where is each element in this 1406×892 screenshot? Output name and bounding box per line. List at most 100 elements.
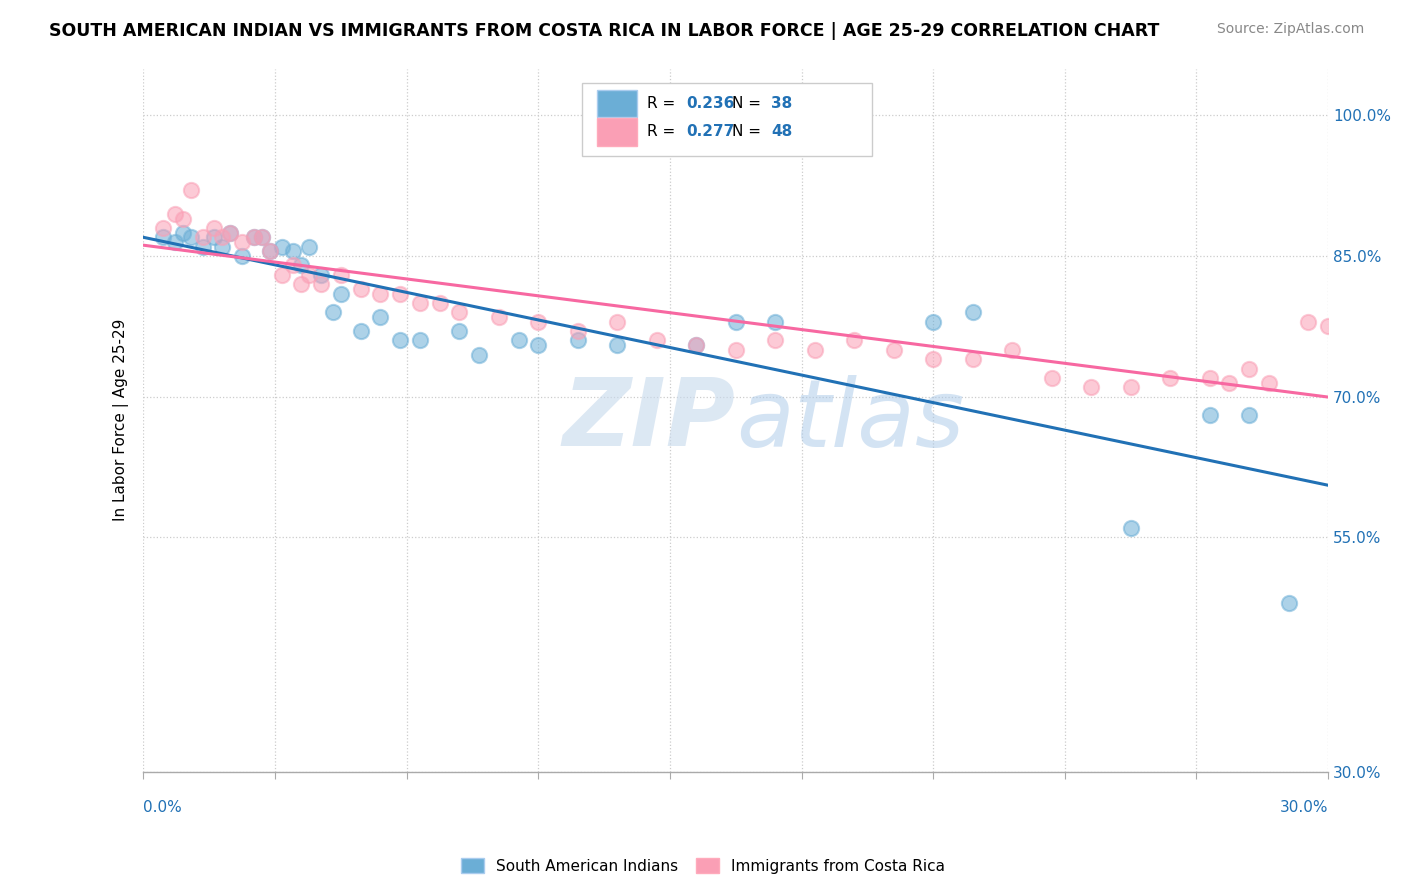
Text: N =: N = <box>733 96 766 112</box>
Point <box>1119 521 1142 535</box>
Point <box>191 230 214 244</box>
Text: R =: R = <box>647 96 681 112</box>
Text: N =: N = <box>733 124 766 139</box>
Point <box>191 240 214 254</box>
Point <box>468 347 491 361</box>
Point <box>488 310 510 324</box>
Point <box>1080 380 1102 394</box>
Point <box>349 324 371 338</box>
Point <box>1298 315 1320 329</box>
Point <box>219 226 242 240</box>
Point <box>250 230 273 244</box>
Text: 0.277: 0.277 <box>686 124 734 139</box>
Point <box>409 296 432 310</box>
Legend: South American Indians, Immigrants from Costa Rica: South American Indians, Immigrants from … <box>454 852 952 880</box>
Point <box>606 315 628 329</box>
Point <box>685 338 707 352</box>
Point <box>243 230 266 244</box>
Point <box>962 305 984 319</box>
Point <box>309 277 332 292</box>
Point <box>1237 409 1260 423</box>
Point <box>1218 376 1240 390</box>
Point <box>922 315 945 329</box>
Point <box>606 338 628 352</box>
FancyBboxPatch shape <box>582 83 872 156</box>
Text: ZIP: ZIP <box>562 374 735 467</box>
Point <box>202 230 225 244</box>
FancyBboxPatch shape <box>598 90 637 118</box>
Point <box>508 334 530 348</box>
Point <box>298 268 321 282</box>
Point <box>803 343 825 357</box>
Point <box>270 268 292 282</box>
Point <box>202 221 225 235</box>
FancyBboxPatch shape <box>598 118 637 145</box>
Point <box>329 268 352 282</box>
Point <box>163 207 186 221</box>
Point <box>283 244 305 259</box>
Point <box>763 334 786 348</box>
Point <box>724 343 747 357</box>
Point <box>724 315 747 329</box>
Point <box>298 240 321 254</box>
Point <box>211 240 233 254</box>
Point <box>449 324 471 338</box>
Text: 48: 48 <box>772 124 793 139</box>
Point <box>1040 371 1063 385</box>
Point <box>259 244 281 259</box>
Point <box>1257 376 1279 390</box>
Point <box>567 324 589 338</box>
Text: SOUTH AMERICAN INDIAN VS IMMIGRANTS FROM COSTA RICA IN LABOR FORCE | AGE 25-29 C: SOUTH AMERICAN INDIAN VS IMMIGRANTS FROM… <box>49 22 1160 40</box>
Point <box>1317 319 1340 334</box>
Point <box>1198 409 1220 423</box>
Text: Source: ZipAtlas.com: Source: ZipAtlas.com <box>1216 22 1364 37</box>
Point <box>844 334 866 348</box>
Point <box>152 221 174 235</box>
Point <box>290 277 312 292</box>
Point <box>527 338 550 352</box>
Point <box>290 259 312 273</box>
Text: atlas: atlas <box>735 375 965 466</box>
Y-axis label: In Labor Force | Age 25-29: In Labor Force | Age 25-29 <box>114 319 129 521</box>
Text: 0.0%: 0.0% <box>143 799 181 814</box>
Point <box>349 282 371 296</box>
Point <box>368 310 391 324</box>
Point <box>1278 596 1301 610</box>
Point <box>283 259 305 273</box>
Point <box>763 315 786 329</box>
Point <box>180 230 202 244</box>
Point <box>1001 343 1024 357</box>
Point <box>270 240 292 254</box>
Point <box>243 230 266 244</box>
Point <box>1119 380 1142 394</box>
Point <box>389 334 412 348</box>
Point <box>231 235 253 249</box>
Point <box>922 352 945 367</box>
Point <box>322 305 344 319</box>
Point <box>163 235 186 249</box>
Point <box>389 286 412 301</box>
Point <box>231 249 253 263</box>
Point <box>211 230 233 244</box>
Point <box>883 343 905 357</box>
Point <box>329 286 352 301</box>
Point <box>567 334 589 348</box>
Text: 38: 38 <box>772 96 793 112</box>
Point <box>309 268 332 282</box>
Point <box>429 296 451 310</box>
Text: 0.236: 0.236 <box>686 96 734 112</box>
Point <box>172 211 194 226</box>
Point <box>219 226 242 240</box>
Text: R =: R = <box>647 124 681 139</box>
Point <box>250 230 273 244</box>
Point <box>152 230 174 244</box>
Point <box>1159 371 1181 385</box>
Point <box>527 315 550 329</box>
Point <box>1237 361 1260 376</box>
Point <box>449 305 471 319</box>
Point <box>368 286 391 301</box>
Point <box>409 334 432 348</box>
Point <box>180 183 202 197</box>
Point <box>962 352 984 367</box>
Point <box>172 226 194 240</box>
